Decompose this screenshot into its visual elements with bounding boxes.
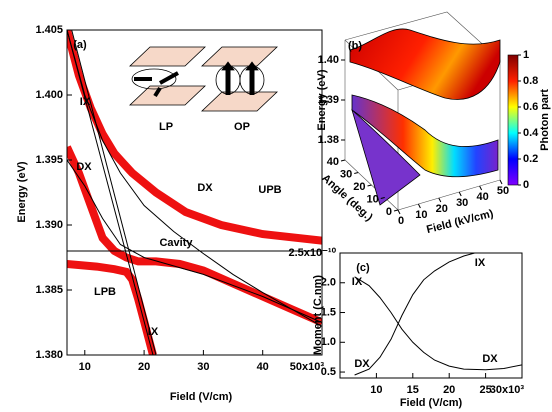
- annotation: DX: [354, 358, 370, 370]
- colorbar-label: Photon part: [539, 89, 551, 151]
- colorbar-tick-label: 0.8: [523, 75, 538, 87]
- line: [67, 264, 153, 355]
- panel-label: (b): [348, 40, 362, 52]
- colorbar-tick-label: 0.4: [523, 127, 539, 139]
- x-tick-label: 40: [257, 361, 269, 373]
- inset-label: LP: [159, 121, 173, 133]
- y-tick-label: 1.400: [35, 89, 63, 101]
- panel-label: (a): [73, 39, 87, 51]
- y-tick-label: 2.5x10⁻¹⁰: [288, 247, 336, 259]
- y-tick: [341, 160, 345, 161]
- figure: LP OP 1020304050x10³1.3801.3851.3901.395…: [0, 0, 552, 412]
- x-tick: [398, 210, 400, 214]
- x-tick-label: 20: [138, 361, 150, 373]
- colorbar-tick-label: 1: [523, 49, 529, 61]
- x-tick-label: 10: [79, 361, 91, 373]
- colorbar-tick-label: 0.2: [523, 153, 538, 165]
- inset-label: OP: [234, 121, 250, 133]
- y-axis-label: Moment (C.nm): [312, 275, 324, 355]
- x-tick: [439, 198, 441, 202]
- x-tick-label: 40: [476, 191, 488, 203]
- y-tick: [354, 173, 358, 174]
- annotation: LPB: [94, 286, 116, 298]
- x-tick: [418, 204, 420, 208]
- surface: [350, 29, 500, 205]
- panel-label: (c): [356, 262, 370, 274]
- z-tick-label: 1.40: [318, 54, 339, 66]
- y-tick-label: 40: [327, 156, 339, 168]
- colorbar: [508, 55, 518, 185]
- annotation: IX: [80, 96, 91, 108]
- z-tick-label: 1.38: [318, 134, 339, 146]
- y-tick-label: 1.380: [35, 349, 63, 361]
- annotation: DX: [482, 353, 498, 365]
- x-tick-label: 10: [370, 384, 382, 396]
- y-tick-label: 10: [367, 193, 379, 205]
- x-axis-label: Field (V/cm): [170, 391, 233, 403]
- colorbar-tick-label: 0.6: [523, 101, 538, 113]
- y-tick-label: 1.385: [35, 284, 63, 296]
- annotation: UPB: [258, 184, 281, 196]
- inset-diagram: [130, 47, 277, 111]
- line: [67, 30, 322, 326]
- annotation: DX: [197, 182, 213, 194]
- x-tick-label: 50: [497, 185, 509, 197]
- x-tick-label: 20: [436, 203, 448, 215]
- y-tick-label: 30: [340, 168, 352, 180]
- x-tick: [480, 186, 482, 190]
- y-tick: [368, 185, 372, 186]
- y-tick-label: 0: [386, 206, 392, 218]
- y-axis-label: Energy (eV): [16, 161, 28, 222]
- y-tick-label: 1.395: [35, 154, 63, 166]
- colorbar-tick-label: 0: [523, 179, 529, 191]
- annotation: IX: [352, 276, 363, 288]
- x-tick-label: 30: [197, 361, 209, 373]
- x-tick-label: 30: [456, 197, 468, 209]
- x-tick-label: 0: [398, 215, 404, 227]
- x-tick: [500, 180, 502, 184]
- x-tick-label: 10: [415, 209, 427, 221]
- x-tick-label: 50x10³: [290, 361, 325, 373]
- x-tick-label: 15: [407, 384, 419, 396]
- x-tick: [459, 192, 461, 196]
- line: [355, 253, 475, 375]
- line: [67, 30, 322, 241]
- y-tick-label: 20: [353, 181, 365, 193]
- annotation: IX: [475, 257, 486, 269]
- annotation: Cavity: [159, 237, 193, 249]
- y-tick-label: 1.390: [35, 219, 63, 231]
- z-axis-label: Energy (eV): [316, 69, 328, 130]
- y-tick: [394, 210, 398, 211]
- annotation: DX: [76, 161, 92, 173]
- y-tick-label: 0.5: [321, 366, 336, 378]
- x-tick-label: 20: [443, 384, 455, 396]
- x-tick-label: 30x10³: [490, 384, 525, 396]
- y-tick-label: 1.405: [35, 24, 63, 36]
- annotation: IX: [148, 326, 159, 338]
- x-axis-label: Field (V/cm): [400, 397, 463, 409]
